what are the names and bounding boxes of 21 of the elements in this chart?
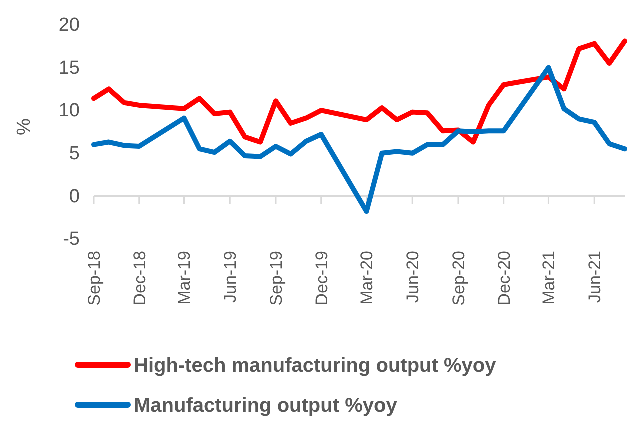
y-tick-label: 10 xyxy=(58,100,80,122)
y-tick-label: -5 xyxy=(63,229,80,250)
x-tick-label: Sep-20 xyxy=(449,251,468,306)
y-axis-title: % xyxy=(14,118,35,136)
x-tick-label: Sep-19 xyxy=(266,251,286,306)
y-tick-label: 5 xyxy=(69,143,80,164)
legend-label: High-tech manufacturing output %yoy xyxy=(134,355,498,377)
x-tick-label: Sep-18 xyxy=(85,251,104,306)
x-tick-label: Dec-20 xyxy=(494,251,514,306)
x-tick-label: Mar-19 xyxy=(175,251,194,305)
legend-label: Manufacturing output %yoy xyxy=(134,395,398,417)
y-tick-label: 20 xyxy=(58,15,80,36)
x-tick-label: Jun-20 xyxy=(404,251,423,303)
x-tick-label: Mar-21 xyxy=(540,251,559,305)
x-tick-label: Dec-18 xyxy=(130,251,150,306)
y-tick-label: 15 xyxy=(58,58,80,79)
x-tick-label: Mar-20 xyxy=(358,251,377,305)
x-tick-label: Dec-19 xyxy=(312,251,332,306)
y-tick-label: 0 xyxy=(69,186,80,208)
x-tick-label: Jun-19 xyxy=(221,251,240,303)
x-tick-label: Jun-21 xyxy=(586,251,605,303)
